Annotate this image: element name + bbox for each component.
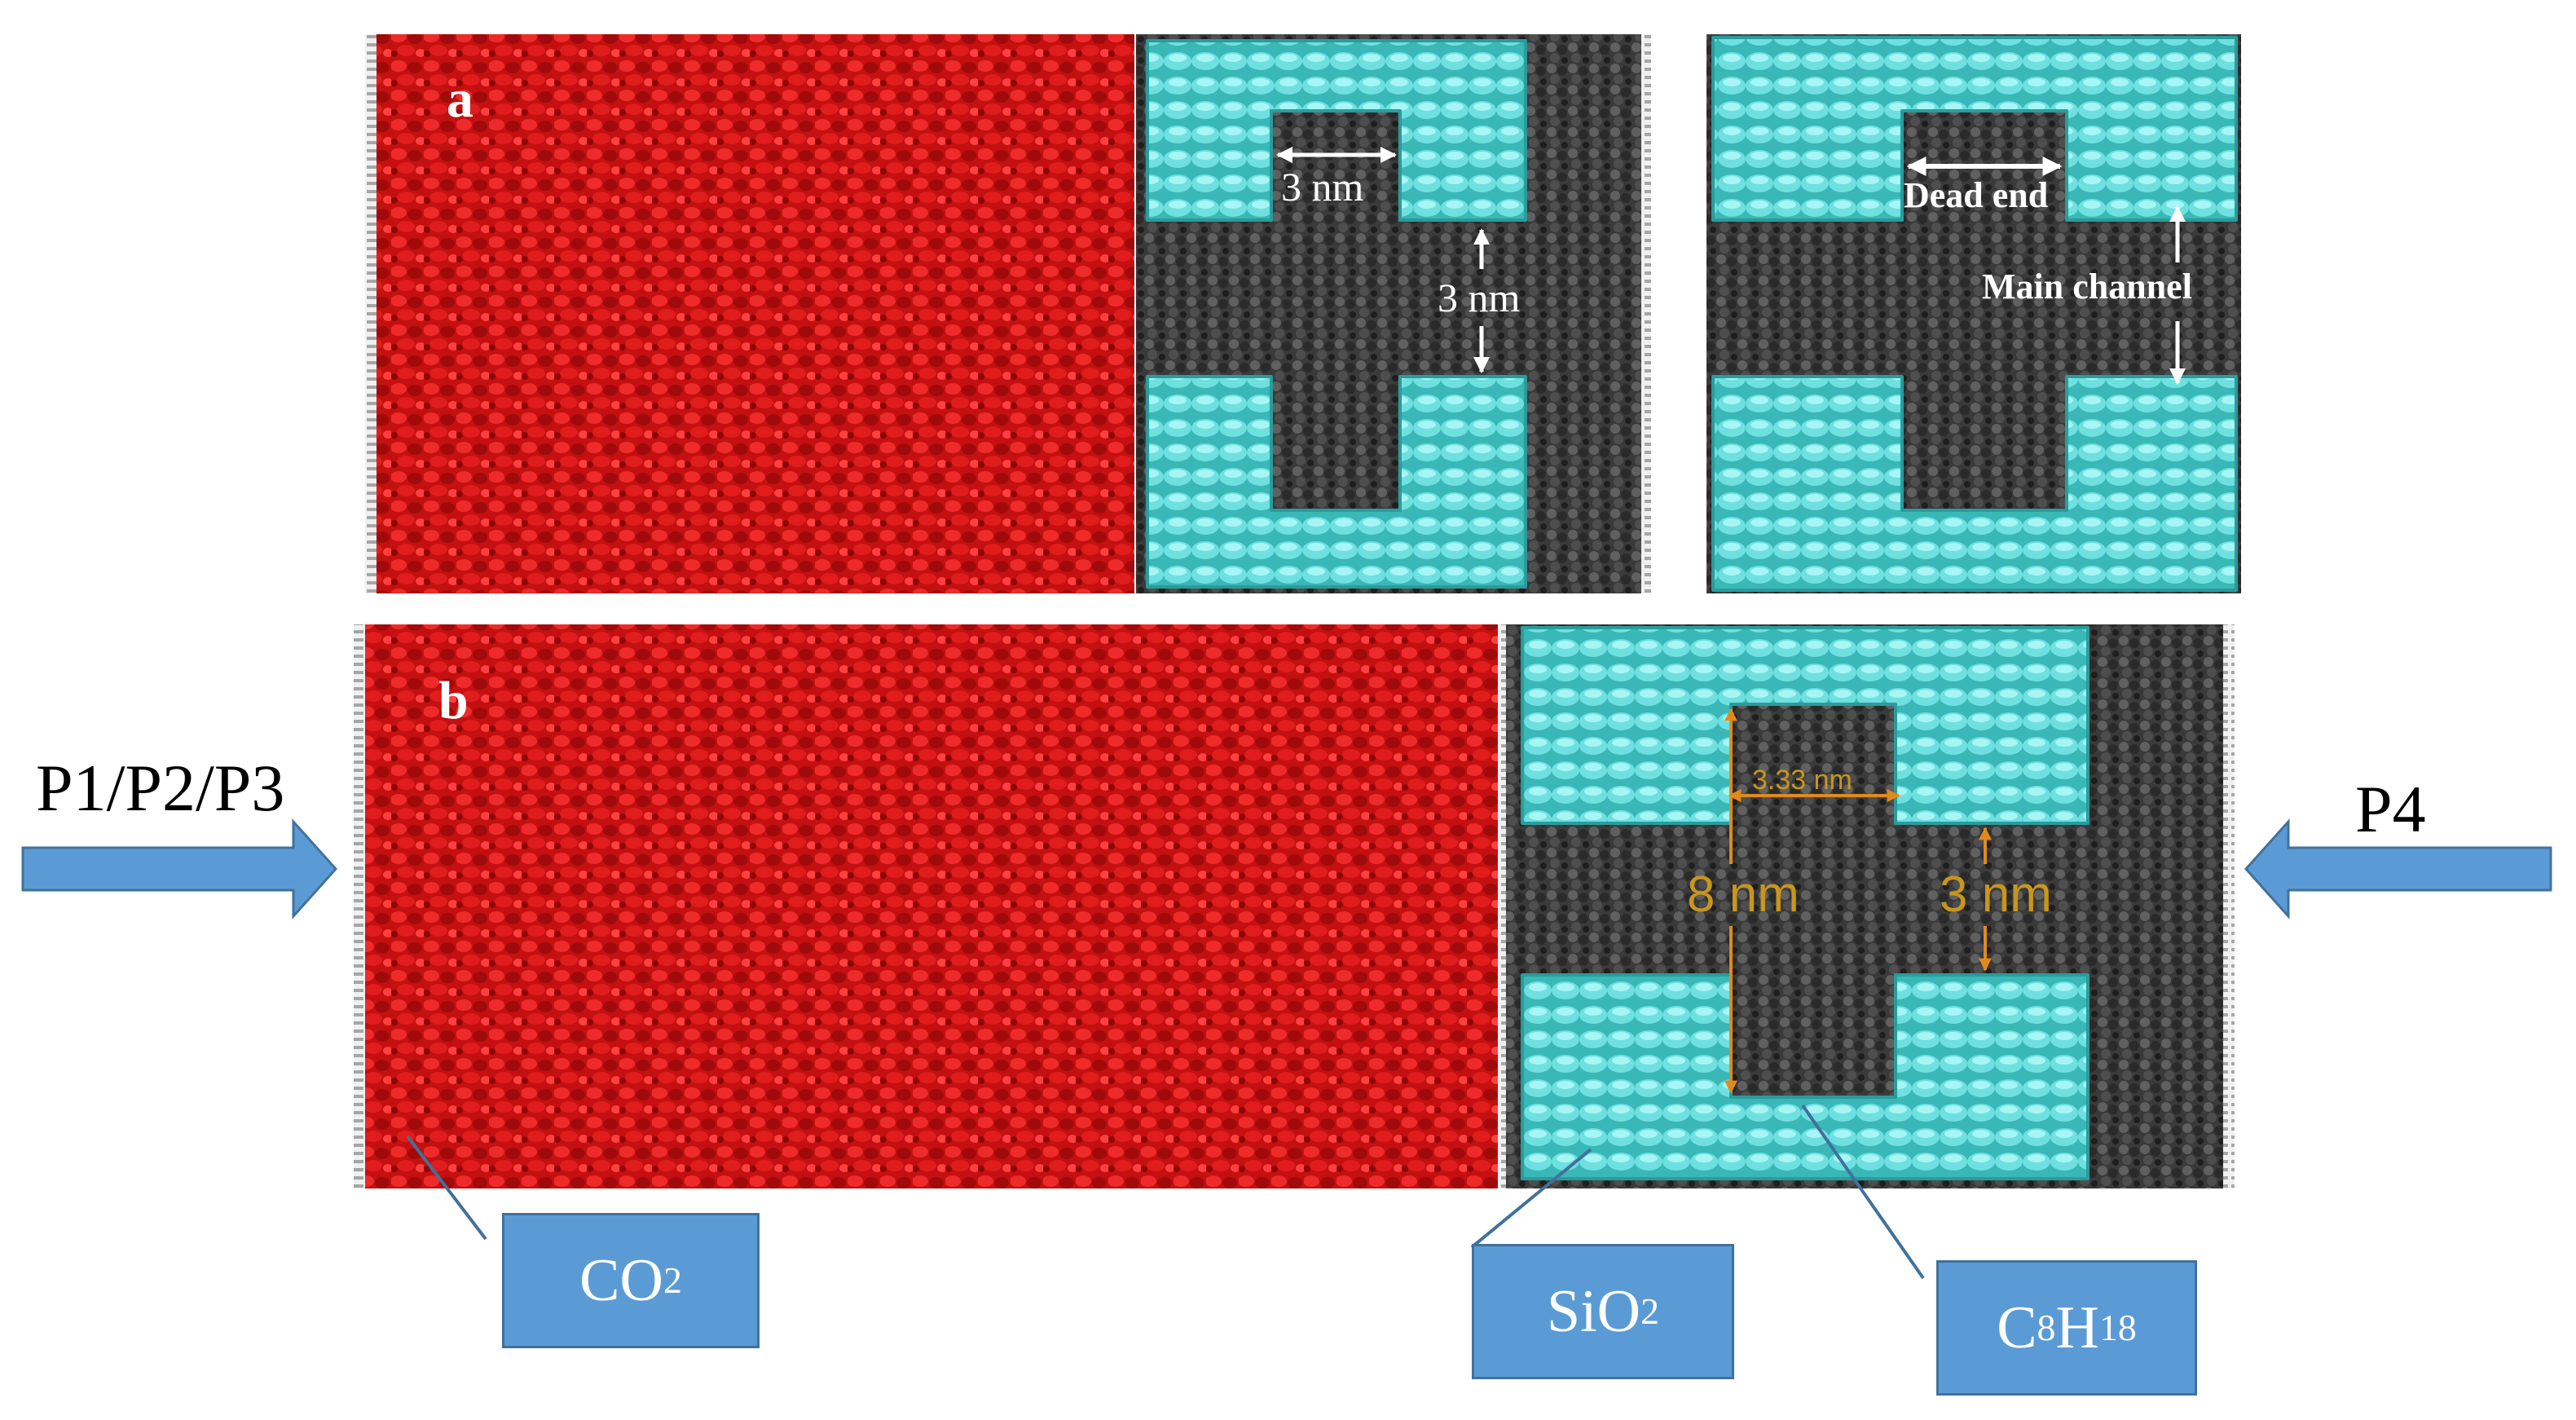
- a-width-label: 3 nm: [1281, 164, 1364, 209]
- pressure-arrow-right: [2244, 818, 2552, 919]
- co2-callout-main: CO: [579, 1246, 663, 1314]
- panel-a-label: a: [447, 69, 473, 129]
- panel-b-wall-right: [2223, 624, 2235, 1188]
- sio2-callout: SiO 2: [1472, 1244, 1734, 1379]
- panel-a-sio2-block-1: [1146, 39, 1527, 589]
- b-height-small-label: 3 nm: [1940, 867, 2052, 923]
- co2-callout: CO 2: [502, 1213, 760, 1348]
- co2-leader-line: [406, 1135, 487, 1241]
- panel-b-co2-region: [365, 624, 1498, 1188]
- c8h18-callout-part1: C: [1997, 1294, 2037, 1361]
- panel-a-wall-left: [365, 34, 376, 593]
- sio2-leader-line: [1470, 1148, 1592, 1249]
- dead-end-label: Dead end: [1904, 175, 2049, 215]
- panel-a-sio2-block-2: [1711, 36, 2238, 592]
- b-height-large-label: 8 nm: [1687, 867, 1799, 923]
- panel-b-wall-mid: [1498, 624, 1506, 1188]
- pressure-right-label: P4: [2355, 772, 2426, 846]
- panel-b-label: b: [438, 671, 469, 730]
- c8h18-callout-part2: H: [2055, 1294, 2099, 1361]
- panel-a: [365, 34, 2241, 593]
- c8h18-callout: C 8 H 18: [1936, 1260, 2197, 1396]
- sio2-callout-main: SiO: [1546, 1277, 1641, 1345]
- c8h18-leader-line: [1801, 1104, 1925, 1280]
- b-width-label: 3.33 nm: [1752, 765, 1852, 796]
- panel-b: [354, 624, 2235, 1188]
- panel-b-sio2-block: [1521, 626, 2089, 1180]
- pressure-left-label: P1/P2/P3: [36, 751, 285, 825]
- panel-a-wall-right-1: [1641, 34, 1651, 593]
- pressure-arrow-left: [21, 818, 338, 919]
- panel-a-co2-region: [376, 34, 1134, 593]
- panel-b-wall-left: [354, 624, 365, 1188]
- main-channel-label: Main channel: [1982, 267, 2192, 306]
- a-height-label: 3 nm: [1438, 275, 1521, 320]
